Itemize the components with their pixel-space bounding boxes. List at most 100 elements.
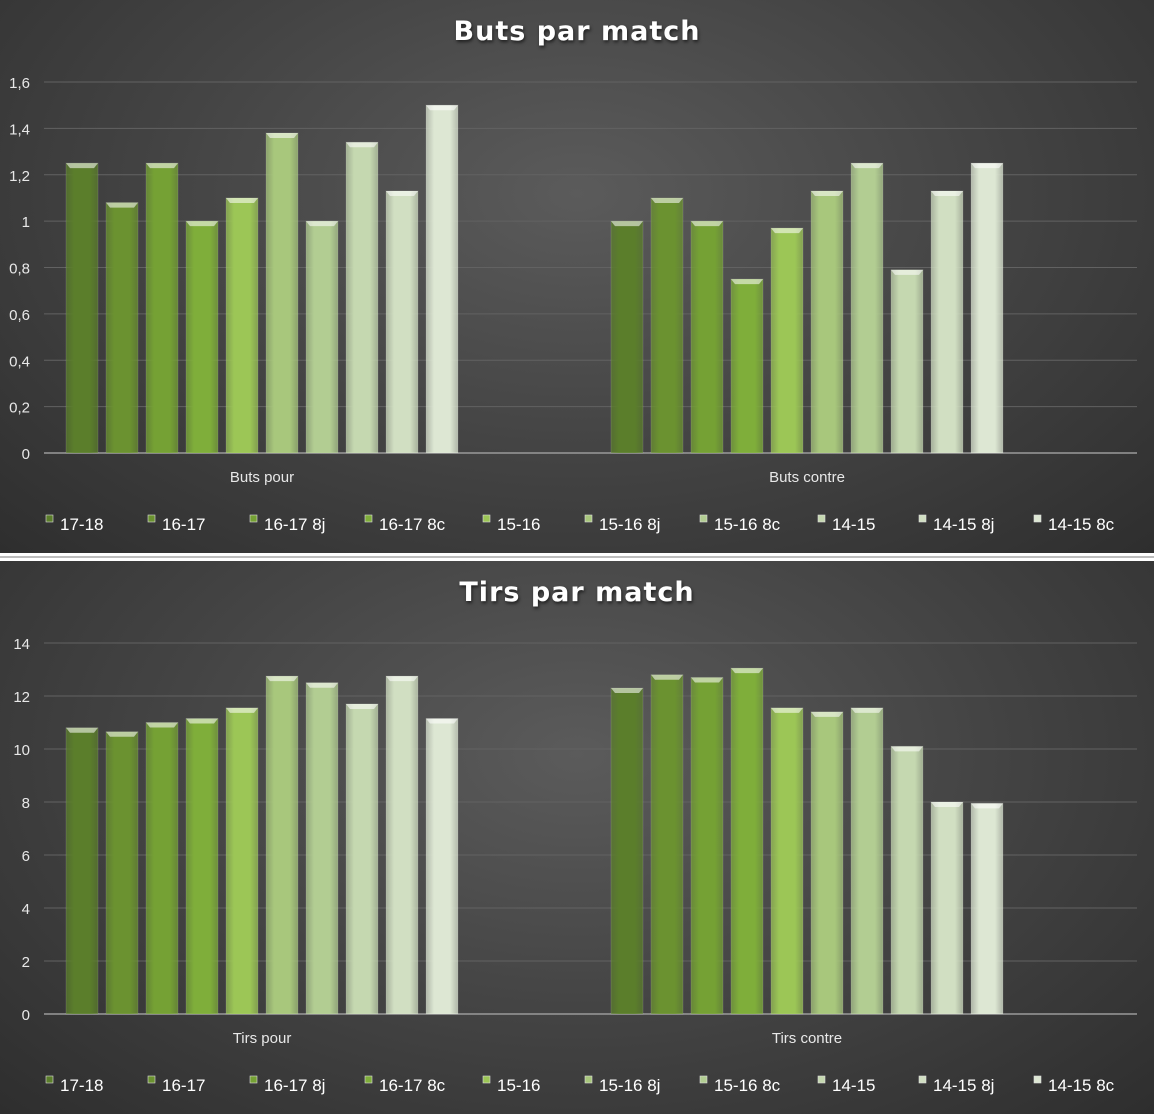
bar-bevel bbox=[106, 202, 138, 208]
bar bbox=[690, 220, 724, 454]
bar bbox=[305, 682, 339, 1015]
bar bbox=[810, 711, 844, 1015]
bar-bevel bbox=[426, 718, 458, 724]
bar-bevel bbox=[651, 197, 683, 203]
bar bbox=[770, 707, 804, 1015]
legend-label: 16-17 8j bbox=[264, 1076, 325, 1095]
bar bbox=[970, 802, 1004, 1015]
bar bbox=[850, 162, 884, 454]
legend-swatch bbox=[699, 1075, 708, 1084]
legend-swatch bbox=[364, 1075, 373, 1084]
bar-bevel bbox=[226, 197, 258, 203]
bar bbox=[65, 162, 99, 454]
y-tick-label: 1 bbox=[22, 214, 30, 231]
bar bbox=[305, 220, 339, 454]
chart-divider bbox=[0, 553, 1154, 561]
legend-label: 16-17 8c bbox=[379, 515, 446, 534]
y-tick-label: 4 bbox=[22, 901, 30, 918]
bar-bevel bbox=[346, 703, 378, 709]
y-tick-label: 0,8 bbox=[9, 261, 30, 278]
legend-swatch bbox=[147, 514, 156, 523]
bar-bevel bbox=[66, 163, 98, 169]
y-tick-label: 2 bbox=[22, 954, 30, 971]
y-tick-label: 1,6 bbox=[9, 75, 30, 92]
legend-label: 14-15 8j bbox=[933, 515, 994, 534]
legend-swatch bbox=[817, 514, 826, 523]
bar-bevel bbox=[346, 142, 378, 148]
bar-bevel bbox=[771, 228, 803, 234]
y-tick-label: 12 bbox=[13, 689, 30, 706]
legend-label: 15-16 8c bbox=[714, 515, 781, 534]
bar-bevel bbox=[891, 746, 923, 752]
y-tick-label: 1,4 bbox=[9, 121, 30, 138]
y-tick-label: 14 bbox=[13, 636, 30, 653]
bar-bevel bbox=[226, 707, 258, 713]
y-tick-label: 0,4 bbox=[9, 353, 30, 370]
bar bbox=[730, 667, 764, 1015]
y-tick-label: 0 bbox=[22, 446, 30, 463]
category-label: Buts contre bbox=[769, 469, 845, 486]
bar bbox=[225, 707, 259, 1015]
category-label: Buts pour bbox=[230, 469, 294, 486]
y-tick-label: 8 bbox=[22, 795, 30, 812]
legend-label: 15-16 8c bbox=[714, 1076, 781, 1095]
bar-bevel bbox=[731, 279, 763, 285]
bar-bevel bbox=[306, 221, 338, 227]
y-tick-label: 1,2 bbox=[9, 168, 30, 185]
bar-bevel bbox=[386, 676, 418, 682]
bar bbox=[65, 727, 99, 1015]
bar bbox=[610, 220, 644, 454]
bar-bevel bbox=[691, 677, 723, 683]
bar bbox=[730, 278, 764, 454]
bar-bevel bbox=[386, 190, 418, 196]
legend-swatch bbox=[584, 514, 593, 523]
bar bbox=[185, 718, 219, 1015]
legend-swatch bbox=[584, 1075, 593, 1084]
legend-label: 16-17 bbox=[162, 515, 205, 534]
legend-swatch bbox=[249, 514, 258, 523]
legend-swatch bbox=[918, 514, 927, 523]
legend-label: 15-16 8j bbox=[599, 1076, 660, 1095]
legend-swatch bbox=[364, 514, 373, 523]
bar-bevel bbox=[811, 190, 843, 196]
bar bbox=[265, 132, 299, 454]
bar bbox=[225, 197, 259, 454]
bar bbox=[770, 227, 804, 454]
bar-bevel bbox=[771, 707, 803, 713]
y-tick-label: 0 bbox=[22, 1007, 30, 1024]
bar bbox=[810, 190, 844, 454]
legend-label: 17-18 bbox=[60, 515, 103, 534]
chart-title: Buts par match bbox=[453, 16, 701, 47]
legend-swatch bbox=[1033, 1075, 1042, 1084]
bar-bevel bbox=[66, 727, 98, 733]
bar-bevel bbox=[971, 803, 1003, 809]
bar-bevel bbox=[931, 190, 963, 196]
bar-bevel bbox=[611, 221, 643, 227]
legend-swatch bbox=[45, 1075, 54, 1084]
legend-swatch bbox=[45, 514, 54, 523]
bar-bevel bbox=[851, 163, 883, 169]
y-tick-label: 6 bbox=[22, 848, 30, 865]
y-tick-label: 0,6 bbox=[9, 307, 30, 324]
bar bbox=[890, 745, 924, 1015]
legend-label: 14-15 8c bbox=[1048, 515, 1115, 534]
bar-bevel bbox=[186, 221, 218, 227]
bar bbox=[690, 676, 724, 1015]
legend-label: 14-15 bbox=[832, 515, 875, 534]
legend-swatch bbox=[482, 1075, 491, 1084]
bar bbox=[930, 190, 964, 454]
bar-bevel bbox=[106, 731, 138, 737]
legend-label: 14-15 8c bbox=[1048, 1076, 1115, 1095]
bar bbox=[425, 718, 459, 1015]
bar-bevel bbox=[611, 688, 643, 694]
bar bbox=[385, 675, 419, 1015]
bar-bevel bbox=[186, 718, 218, 724]
legend-swatch bbox=[817, 1075, 826, 1084]
bar-bevel bbox=[891, 269, 923, 275]
legend-label: 14-15 bbox=[832, 1076, 875, 1095]
legend-label: 15-16 8j bbox=[599, 515, 660, 534]
y-tick-label: 10 bbox=[13, 742, 30, 759]
legend-label: 15-16 bbox=[497, 515, 540, 534]
legend-label: 16-17 8c bbox=[379, 1076, 446, 1095]
bar-bevel bbox=[851, 707, 883, 713]
